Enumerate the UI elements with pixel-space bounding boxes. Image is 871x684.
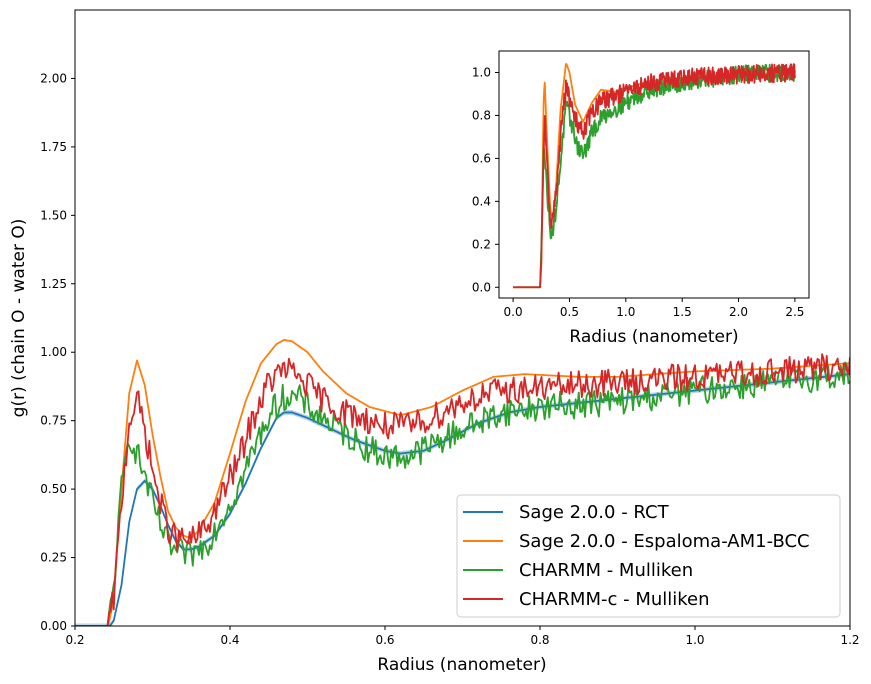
inset-x-axis-title: Radius (nanometer) (569, 327, 738, 347)
main-x-ticks: 0.2 0.4 0.6 0.8 1.0 1.2 (65, 626, 860, 647)
main-y-tick-label: 1.25 (40, 277, 67, 291)
main-y-tick-label: 0.50 (40, 482, 67, 496)
inset-x-tick-label: 1.0 (616, 305, 635, 319)
main-y-tick-label: 1.00 (40, 345, 67, 359)
main-y-tick-label: 1.50 (40, 208, 67, 222)
legend-label: Sage 2.0.0 - Espaloma-AM1-BCC (519, 531, 810, 552)
legend-label: CHARMM - Mulliken (519, 560, 693, 581)
inset-y-tick-label: 1.0 (472, 65, 491, 79)
main-x-tick-label: 0.8 (530, 633, 549, 647)
inset-x-tick-label: 2.5 (785, 305, 804, 319)
main-x-axis-title: Radius (nanometer) (377, 655, 546, 675)
main-y-axis-title: g(r) (chain O - water O) (9, 219, 29, 418)
main-y-tick-label: 0.75 (40, 414, 67, 428)
main-x-tick-label: 0.6 (375, 633, 394, 647)
main-y-ticks: 0.00 0.25 0.50 0.75 1.00 1.25 1.50 1.75 2.00 (40, 71, 75, 633)
main-series-line-2 (75, 361, 850, 626)
main-plot-frame (74, 9, 851, 627)
legend-box (456, 494, 841, 618)
inset-plot: 0.0 0.5 1.0 1.5 2.0 2.5 0.0 0.2 0.4 0.6 0.8 1.0 Ra… (472, 50, 810, 347)
inset-x-ticks: 0.0 0.5 1.0 1.5 2.0 2.5 (504, 298, 804, 319)
inset-x-tick-label: 0.5 (560, 305, 579, 319)
inset-x-tick-label: 0.0 (504, 305, 523, 319)
main-y-tick-label: 1.75 (40, 140, 67, 154)
main-series-group (75, 338, 850, 626)
main-series-line-3 (75, 353, 850, 626)
inset-plot-frame (498, 50, 810, 299)
legend-items: Sage 2.0.0 - RCT Sage 2.0.0 - Espaloma-AM… (463, 502, 810, 610)
inset-y-tick-label: 0.0 (472, 280, 491, 294)
inset-x-tick-label: 2.0 (729, 305, 748, 319)
inset-y-tick-label: 0.6 (472, 151, 491, 165)
inset-y-tick-label: 0.2 (472, 237, 491, 251)
inset-series-line-2 (512, 63, 796, 289)
inset-y-tick-label: 0.4 (472, 194, 491, 208)
main-y-tick-label: 0.25 (40, 551, 67, 565)
main-x-tick-label: 0.4 (220, 633, 239, 647)
legend-label: CHARMM-c - Mulliken (519, 589, 710, 610)
main-x-tick-label: 1.2 (840, 633, 859, 647)
inset-y-tick-label: 0.8 (472, 108, 491, 122)
inset-series-line-1 (512, 63, 796, 289)
inset-x-tick-label: 1.5 (673, 305, 692, 319)
legend: Sage 2.0.0 - RCT Sage 2.0.0 - Espaloma-AM… (456, 494, 841, 618)
legend-label: Sage 2.0.0 - RCT (519, 502, 670, 523)
main-series-band (75, 371, 850, 626)
main-y-tick-label: 0.00 (40, 619, 67, 633)
inset-series-group (512, 63, 796, 289)
main-x-tick-label: 1.0 (685, 633, 704, 647)
main-x-tick-label: 0.2 (65, 633, 84, 647)
inset-y-ticks: 0.0 0.2 0.4 0.6 0.8 1.0 (472, 65, 499, 294)
main-y-tick-label: 2.00 (40, 71, 67, 85)
